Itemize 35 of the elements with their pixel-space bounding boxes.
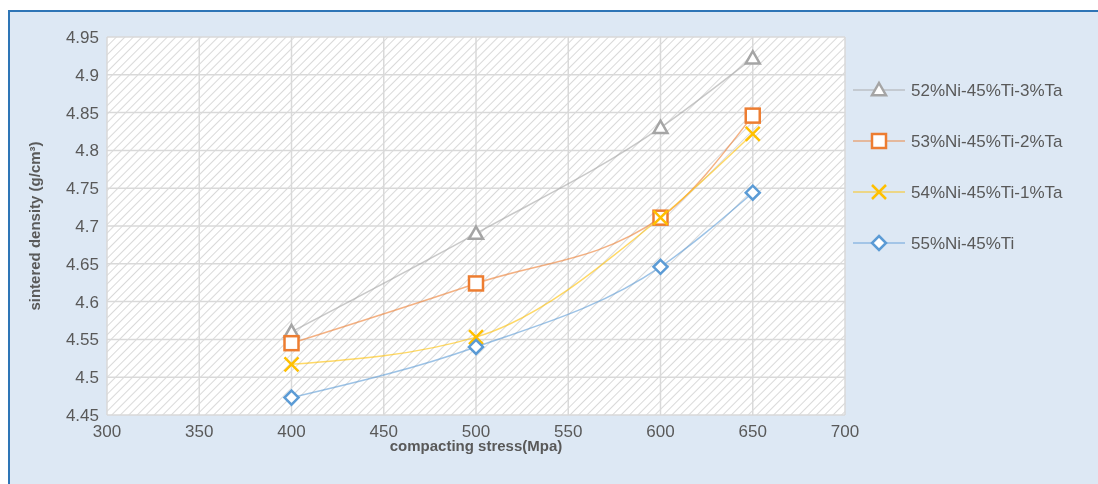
point: [467, 328, 485, 346]
point: [467, 338, 485, 356]
point: [283, 334, 300, 352]
point: [467, 225, 485, 241]
y-tick-label: 4.8: [75, 141, 99, 161]
y-tick-label: 4.9: [75, 65, 99, 85]
x-tick-label: 650: [738, 422, 767, 441]
legend-label: 52%Ni-45%Ti-3%Ta: [911, 80, 1064, 100]
point: [283, 356, 300, 373]
legend-label: 54%Ni-45%Ti-1%Ta: [911, 182, 1064, 202]
point: [652, 119, 669, 135]
x-tick-label: 400: [277, 422, 306, 441]
y-tick-label: 4.65: [65, 254, 99, 274]
y-tick-label: 4.45: [65, 405, 99, 425]
x-tick-label: 700: [830, 422, 860, 441]
point: [744, 107, 761, 124]
point: [744, 184, 761, 201]
x-tick-label: 300: [92, 422, 122, 441]
y-axis-title: sintered density (g/cm³): [26, 141, 43, 311]
x-tick-label: 600: [646, 422, 675, 441]
point: [744, 49, 761, 65]
y-tick-label: 4.75: [65, 179, 99, 199]
point: [283, 389, 300, 406]
y-tick-label: 4.95: [65, 27, 99, 47]
y-tick-label: 4.7: [75, 216, 99, 236]
y-tick-label: 4.6: [75, 292, 99, 312]
y-tick-label: 4.5: [75, 368, 99, 388]
legend-label: 55%Ni-45%Ti: [911, 233, 1015, 253]
point: [467, 275, 485, 292]
legend-label: 53%Ni-45%Ti-2%Ta: [911, 131, 1064, 151]
point: [744, 125, 761, 143]
y-tick-label: 4.55: [65, 330, 99, 350]
point: [652, 258, 669, 276]
x-tick-label: 350: [185, 422, 214, 441]
y-tick-label: 4.85: [65, 103, 99, 123]
